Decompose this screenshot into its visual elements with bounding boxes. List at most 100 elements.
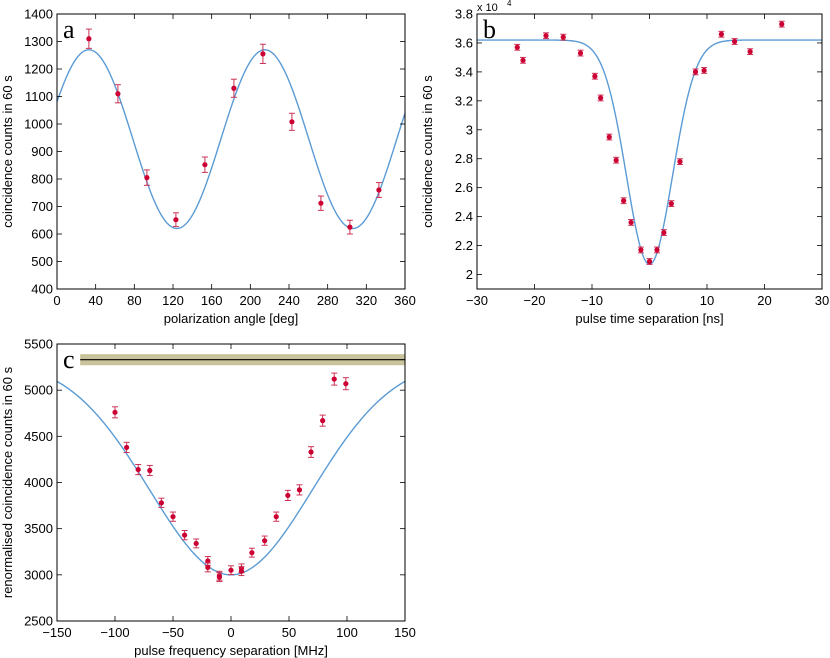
data-marker [170,514,176,520]
x-tick-label: 0 [227,625,234,640]
y-tick-label: 3.8 [455,7,473,22]
y-tick-label: 1400 [24,7,53,22]
x-tick-label: 320 [355,293,377,308]
y-tick-label: 3.2 [455,93,473,108]
data-marker [231,85,237,91]
y-axis-label: coincidence counts in 60 s [420,75,435,228]
data-marker [144,175,150,181]
data-point [248,547,255,558]
data-marker [124,444,130,451]
data-point [193,538,200,549]
data-marker [262,538,268,544]
data-marker [347,224,353,230]
data-marker [158,500,164,506]
data-marker [520,57,526,63]
fit-curve [57,380,405,576]
plot-frame [56,343,406,622]
x-tick-label: −150 [42,625,71,640]
data-marker [249,550,255,556]
data-marker [718,31,724,37]
y-tick-label: 1100 [25,89,53,104]
data-point [628,219,635,226]
y-tick-label: 3000 [24,567,53,582]
data-point [701,67,708,74]
data-point [597,94,604,102]
data-marker [668,201,674,207]
plot-frame [476,13,823,290]
data-marker [115,91,121,97]
y-tick-label: 3.6 [455,35,473,50]
data-marker [285,492,291,499]
data-point [346,219,353,235]
data-point [637,246,644,254]
data-marker [193,540,199,547]
data-point [375,182,382,198]
panel-letter: b [483,15,496,44]
data-marker [779,21,785,27]
data-point [135,463,142,476]
data-marker [514,44,520,50]
data-point [259,43,266,64]
data-marker [289,119,295,125]
y-tick-label: 2.4 [455,209,473,224]
data-marker [205,558,211,564]
data-marker [320,418,326,424]
data-point [514,43,521,51]
x-tick-label: 360 [394,293,416,308]
data-marker [182,532,188,538]
y-tick-label: 2.6 [455,180,473,195]
x-tick-label: 160 [201,293,223,308]
y-tick-label: 4000 [24,475,53,490]
data-marker [296,487,303,493]
x-tick-label: 30 [815,293,829,308]
x-tick-label: 240 [278,293,300,308]
x-axis-label: pulse time separation [ns] [575,311,723,326]
x-tick-label: −30 [466,293,488,308]
data-point [676,158,683,166]
data-point [577,49,584,57]
data-marker [228,567,234,573]
data-point [560,33,567,41]
x-tick-label: −50 [162,625,184,640]
data-point [778,20,785,28]
y-tick-label: 400 [31,282,53,297]
data-point [158,497,165,508]
data-point [308,446,315,458]
data-marker [331,376,337,382]
y-tick-label: 600 [31,227,53,242]
data-marker [598,95,604,101]
data-point [85,28,92,49]
data-marker [202,162,208,168]
data-point [228,565,234,576]
data-point [230,78,237,98]
axis-multiplier: x 10 [477,2,498,14]
x-tick-label: 200 [239,293,261,308]
data-point [238,566,245,577]
data-point [288,112,295,131]
x-tick-label: 80 [127,293,141,308]
y-tick-label: 500 [31,254,53,269]
data-point [317,195,324,211]
data-point [718,30,725,38]
data-point [319,414,326,427]
y-tick-label: 5000 [24,383,53,398]
axis-multiplier-exponent: 4 [507,0,512,8]
data-point [216,572,223,583]
y-tick-label: 3.4 [455,64,473,79]
y-tick-label: 4500 [24,429,53,444]
x-tick-label: 0 [53,293,60,308]
data-point [273,511,280,522]
x-tick-label: 20 [757,293,771,308]
x-tick-label: −10 [581,293,603,308]
plot-frame [56,13,406,290]
data-marker [318,200,324,206]
data-marker [621,198,627,204]
y-tick-label: 1200 [24,62,53,77]
data-marker [543,33,549,39]
x-tick-label: 10 [700,293,714,308]
x-tick-label: 100 [336,625,358,640]
data-marker [592,73,598,79]
data-point [331,372,338,386]
data-marker [147,467,153,474]
panel-letter: a [63,15,75,44]
